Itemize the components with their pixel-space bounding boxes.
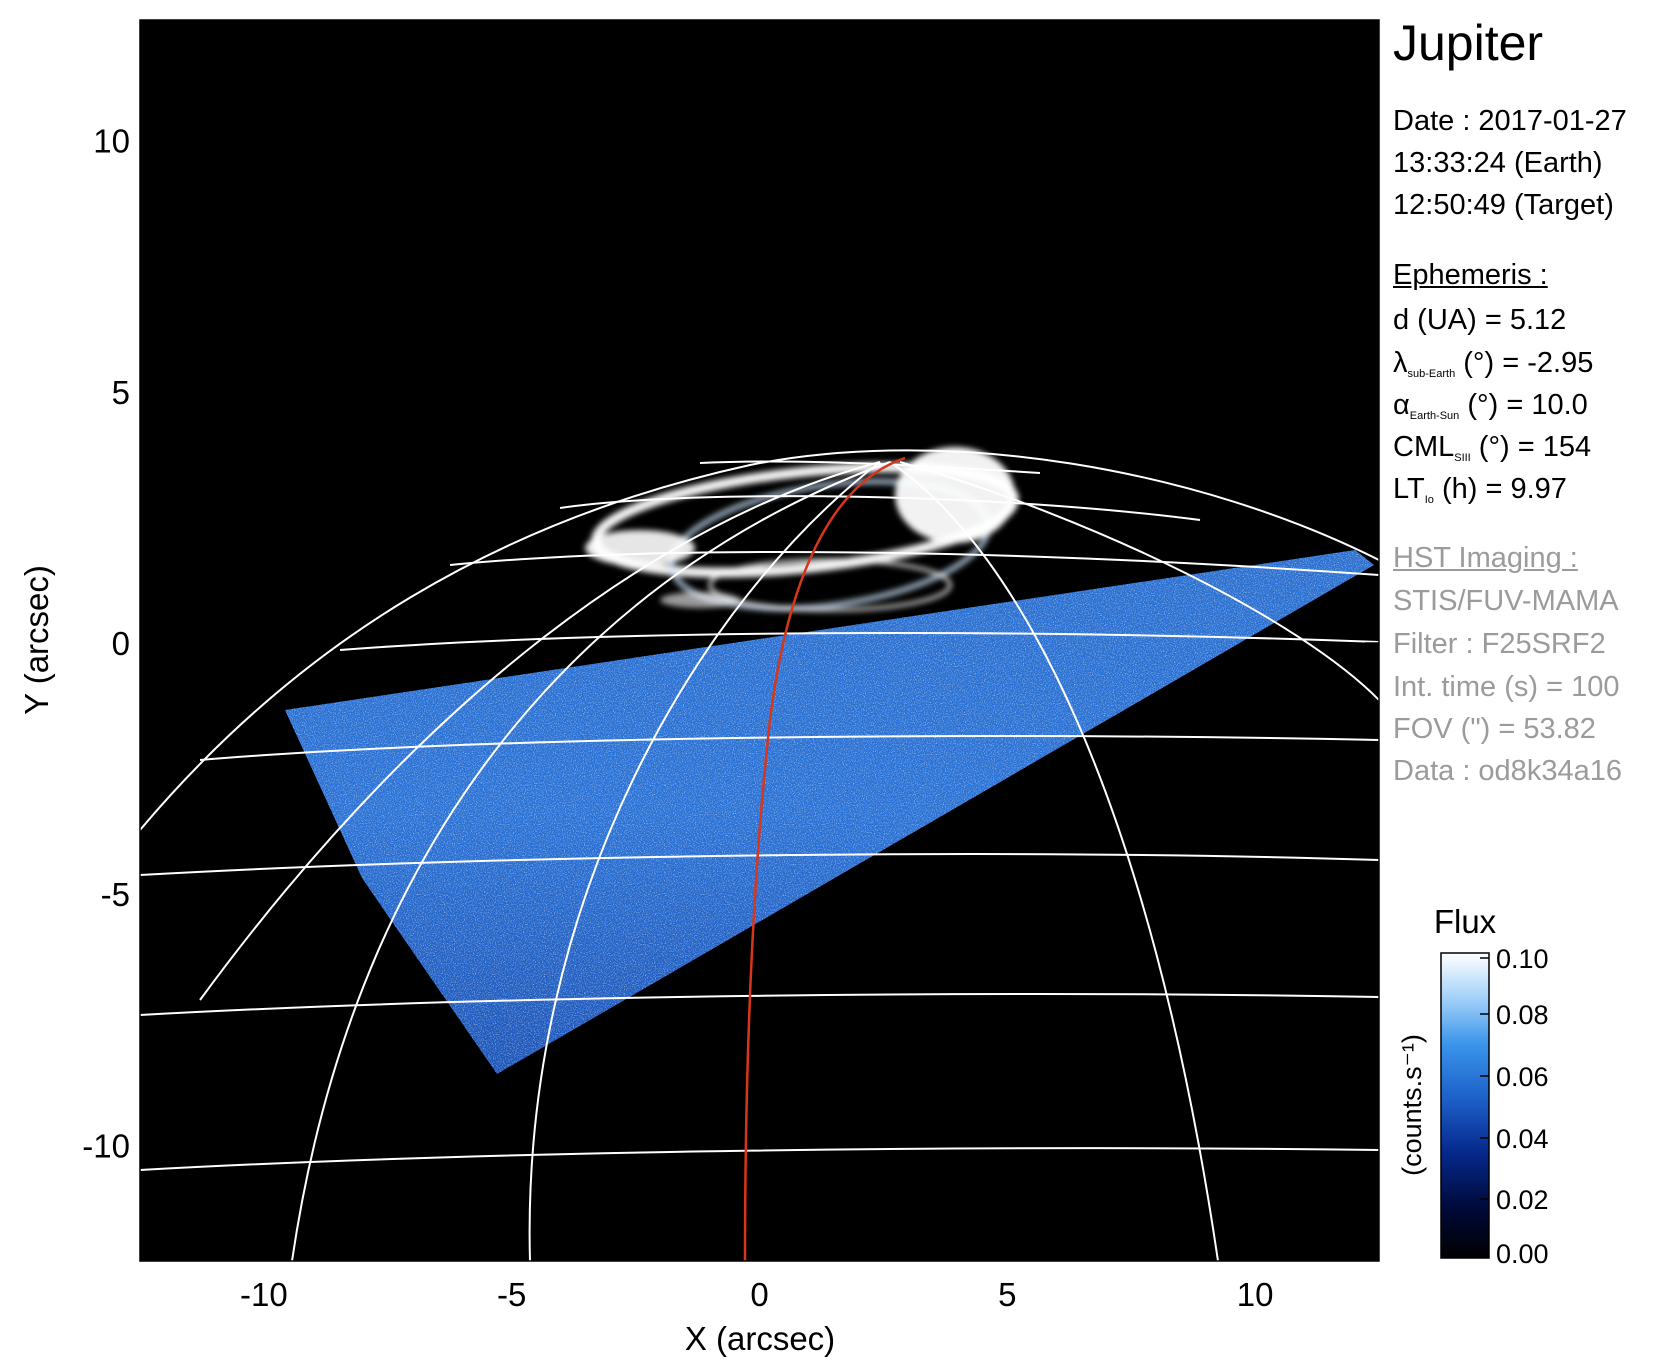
colorbar: Flux (counts.s⁻¹) 0.10 0.08 0.06 0.04 0.02 0.… [1397, 903, 1549, 1269]
y-tick-label: 5 [112, 374, 130, 411]
latitude-line [559, 495, 1201, 521]
x-tick-label: 5 [998, 1276, 1016, 1313]
io-footprint-meridian [743, 456, 906, 1261]
x-tick-label: 0 [750, 1276, 768, 1313]
planet-limb [140, 449, 1379, 831]
target-time: 12:50:49 (Target) [1393, 189, 1614, 221]
phase-angle: αEarth-Sun (°) = 10.0 [1393, 389, 1588, 422]
x-tick-label: 10 [1237, 1276, 1274, 1313]
sub-earth-latitude: λsub-Earth (°) = -2.95 [1393, 347, 1594, 380]
filter-value: Filter : F25SRF2 [1393, 628, 1606, 660]
x-axis: -10 -5 0 5 10 [240, 20, 1273, 1313]
data-id: Data : od8k34a16 [1393, 755, 1622, 787]
y-tick-label: 10 [93, 123, 130, 160]
earth-time: 13:33:24 (Earth) [1393, 147, 1603, 179]
integration-time: Int. time (s) = 100 [1393, 671, 1620, 703]
planet-name: Jupiter [1393, 15, 1544, 71]
colorbar-tick-label: 0.06 [1496, 1062, 1549, 1092]
observation-date: Date : 2017-01-27 [1393, 105, 1627, 137]
y-axis-label: Y (arcsec) [18, 565, 55, 715]
latitude-line [339, 631, 1379, 651]
colorbar-tick-label: 0.10 [1496, 944, 1549, 974]
y-tick-label: -5 [101, 876, 130, 913]
y-axis: 10 5 0 -5 -10 [82, 123, 1379, 1164]
longitude-line [291, 461, 891, 1261]
latitude-line [449, 551, 1379, 576]
latitude-line [699, 460, 1041, 474]
longitude-line [199, 461, 881, 1001]
x-axis-label: X (arcsec) [685, 1320, 835, 1357]
latitude-line [140, 1147, 1379, 1171]
colorbar-label: (counts.s⁻¹) [1397, 1034, 1427, 1176]
central-meridian-longitude: CMLSIII (°) = 154 [1393, 431, 1592, 464]
instrument-value: STIS/FUV-MAMA [1393, 585, 1619, 617]
longitude-line [528, 461, 881, 1261]
io-local-time: LTIo (h) = 9.97 [1393, 473, 1567, 506]
field-of-view: FOV (") = 53.82 [1393, 713, 1596, 745]
y-tick-label: -10 [82, 1127, 130, 1164]
distance-value: d (UA) = 5.12 [1393, 304, 1567, 336]
longitude-line [899, 461, 1379, 701]
colorbar-tick-label: 0.08 [1496, 1000, 1549, 1030]
y-tick-label: 0 [112, 625, 130, 662]
latitude-line [140, 993, 1379, 1016]
longitude-line [889, 461, 1219, 1261]
colorbar-scale [1440, 952, 1490, 1259]
latitude-line [140, 853, 1379, 876]
colorbar-tick-label: 0.00 [1496, 1239, 1549, 1269]
ephemeris-heading: Ephemeris : [1393, 259, 1548, 291]
x-tick-label: -5 [497, 1276, 526, 1313]
x-tick-label: -10 [240, 1276, 288, 1313]
hst-imaging-heading: HST Imaging : [1393, 542, 1578, 574]
colorbar-title: Flux [1434, 903, 1497, 940]
planetographic-grid [140, 449, 1379, 1261]
colorbar-tick-label: 0.04 [1496, 1124, 1549, 1154]
latitude-line [199, 735, 1379, 761]
auroral-emission [585, 447, 1019, 612]
colorbar-tick-label: 0.02 [1496, 1185, 1549, 1215]
